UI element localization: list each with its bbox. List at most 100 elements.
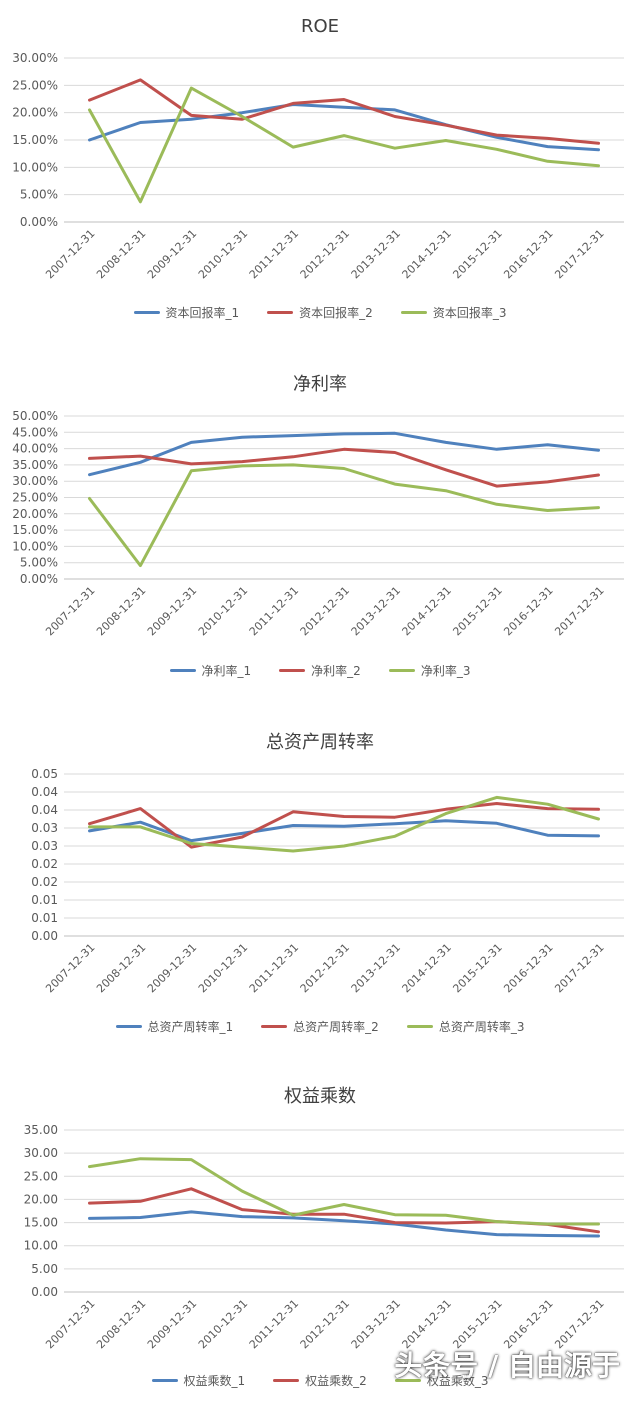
legend-swatch xyxy=(267,311,293,314)
y-tick-label: 0.01 xyxy=(31,911,58,925)
y-tick-label: 15.00 xyxy=(24,1216,58,1230)
legend-swatch xyxy=(170,669,196,672)
x-tick-label: 2014-12-31 xyxy=(400,227,454,281)
series-line-3 xyxy=(90,88,599,202)
x-tick-label: 2008-12-31 xyxy=(94,941,148,995)
y-tick-label: 0.03 xyxy=(31,821,58,835)
chart-plot-svg: 0.00% 5.00% 10.00% 15.00% 20.00% 25.00% 30.00%… xyxy=(0,352,640,704)
x-tick-label: 2007-12-31 xyxy=(43,1297,97,1351)
y-tick-label: 30.00 xyxy=(24,1146,58,1160)
legend-label: 净利率_1 xyxy=(202,662,252,679)
y-tick-label: 0.03 xyxy=(31,839,58,853)
x-tick-label: 2008-12-31 xyxy=(94,227,148,281)
y-tick-label: 35.00 xyxy=(24,1123,58,1137)
y-tick-label: 10.00% xyxy=(12,539,58,553)
y-tick-label: 0.00% xyxy=(20,572,58,586)
x-tick-label: 2012-12-31 xyxy=(298,1297,352,1351)
legend-item: 资本回报率_2 xyxy=(267,304,373,321)
x-tick-label: 2009-12-31 xyxy=(145,584,199,638)
y-tick-label: 25.00% xyxy=(12,491,58,505)
legend-label: 资本回报率_2 xyxy=(299,304,373,321)
x-tick-label: 2015-12-31 xyxy=(450,584,504,638)
x-tick-label: 2009-12-31 xyxy=(145,941,199,995)
y-tick-label: 0.02 xyxy=(31,875,58,889)
x-tick-label: 2010-12-31 xyxy=(196,1297,250,1351)
legend-swatch xyxy=(401,311,427,314)
y-tick-label: 0.05 xyxy=(31,767,58,781)
series-line-3 xyxy=(90,465,599,566)
legend-item: 总资产周转率_3 xyxy=(407,1018,525,1035)
x-tick-label: 2007-12-31 xyxy=(43,227,97,281)
legend-swatch xyxy=(134,311,160,314)
legend-swatch xyxy=(273,1379,299,1382)
x-tick-label: 2014-12-31 xyxy=(400,941,454,995)
chart-plot-svg: 0.00%5.00%10.00%15.00%20.00%25.00%30.00%… xyxy=(0,0,640,352)
y-tick-label: 45.00% xyxy=(12,425,58,439)
y-tick-label: 15.00% xyxy=(12,133,58,147)
x-tick-label: 2008-12-31 xyxy=(94,584,148,638)
x-tick-label: 2012-12-31 xyxy=(298,227,352,281)
legend: 资本回报率_1 资本回报率_2 资本回报率_3 xyxy=(0,304,640,321)
legend-item: 资本回报率_1 xyxy=(134,304,240,321)
legend-item: 权益乘数_2 xyxy=(273,1372,367,1389)
legend-label: 总资产周转率_2 xyxy=(293,1018,379,1035)
legend-swatch xyxy=(152,1379,178,1382)
x-tick-label: 2016-12-31 xyxy=(501,227,555,281)
y-tick-label: 0.02 xyxy=(31,857,58,871)
legend-item: 净利率_1 xyxy=(170,662,252,679)
y-tick-label: 30.00% xyxy=(12,474,58,488)
legend-item: 资本回报率_3 xyxy=(401,304,507,321)
x-tick-label: 2013-12-31 xyxy=(349,584,403,638)
x-tick-label: 2017-12-31 xyxy=(552,227,606,281)
x-tick-label: 2011-12-31 xyxy=(247,941,301,995)
legend-label: 资本回报率_3 xyxy=(433,304,507,321)
legend-label: 权益乘数_2 xyxy=(305,1372,367,1389)
legend-label: 净利率_3 xyxy=(421,662,471,679)
x-tick-label: 2015-12-31 xyxy=(450,941,504,995)
x-tick-label: 2010-12-31 xyxy=(196,584,250,638)
y-tick-label: 5.00% xyxy=(20,188,58,202)
legend-swatch xyxy=(116,1025,142,1028)
x-tick-label: 2010-12-31 xyxy=(196,227,250,281)
y-tick-label: 5.00 xyxy=(31,1262,58,1276)
y-tick-label: 35.00% xyxy=(12,458,58,472)
x-tick-label: 2017-12-31 xyxy=(552,584,606,638)
x-tick-label: 2011-12-31 xyxy=(247,584,301,638)
x-tick-label: 2013-12-31 xyxy=(349,941,403,995)
x-tick-label: 2016-12-31 xyxy=(501,584,555,638)
y-tick-label: 10.00% xyxy=(12,160,58,174)
x-tick-label: 2013-12-31 xyxy=(349,227,403,281)
series-line-2 xyxy=(90,80,599,143)
x-tick-label: 2007-12-31 xyxy=(43,941,97,995)
y-tick-label: 0.00% xyxy=(20,215,58,229)
x-tick-label: 2016-12-31 xyxy=(501,941,555,995)
x-tick-label: 2008-12-31 xyxy=(94,1297,148,1351)
y-tick-label: 20.00% xyxy=(12,507,58,521)
x-tick-label: 2012-12-31 xyxy=(298,941,352,995)
legend-swatch xyxy=(389,669,415,672)
watermark: 头条号 / 自由源于 xyxy=(394,1344,620,1384)
x-tick-label: 2011-12-31 xyxy=(247,1297,301,1351)
legend-label: 资本回报率_1 xyxy=(166,304,240,321)
legend-swatch xyxy=(407,1025,433,1028)
legend-label: 总资产周转率_3 xyxy=(439,1018,525,1035)
x-tick-label: 2017-12-31 xyxy=(552,941,606,995)
x-tick-label: 2010-12-31 xyxy=(196,941,250,995)
chart-plot-svg: 0.000.010.010.020.020.030.030.040.040.05… xyxy=(0,704,640,1056)
legend-label: 权益乘数_1 xyxy=(184,1372,246,1389)
legend-item: 总资产周转率_2 xyxy=(261,1018,379,1035)
legend-label: 净利率_2 xyxy=(311,662,361,679)
legend: 净利率_1 净利率_2 净利率_3 xyxy=(0,662,640,679)
legend-item: 权益乘数_1 xyxy=(152,1372,246,1389)
x-tick-label: 2009-12-31 xyxy=(145,227,199,281)
legend-item: 净利率_3 xyxy=(389,662,471,679)
y-tick-label: 20.00% xyxy=(12,106,58,120)
y-tick-label: 15.00% xyxy=(12,523,58,537)
series-line-2 xyxy=(90,1189,599,1232)
y-tick-label: 0.01 xyxy=(31,893,58,907)
y-tick-label: 5.00% xyxy=(20,556,58,570)
x-tick-label: 2012-12-31 xyxy=(298,584,352,638)
